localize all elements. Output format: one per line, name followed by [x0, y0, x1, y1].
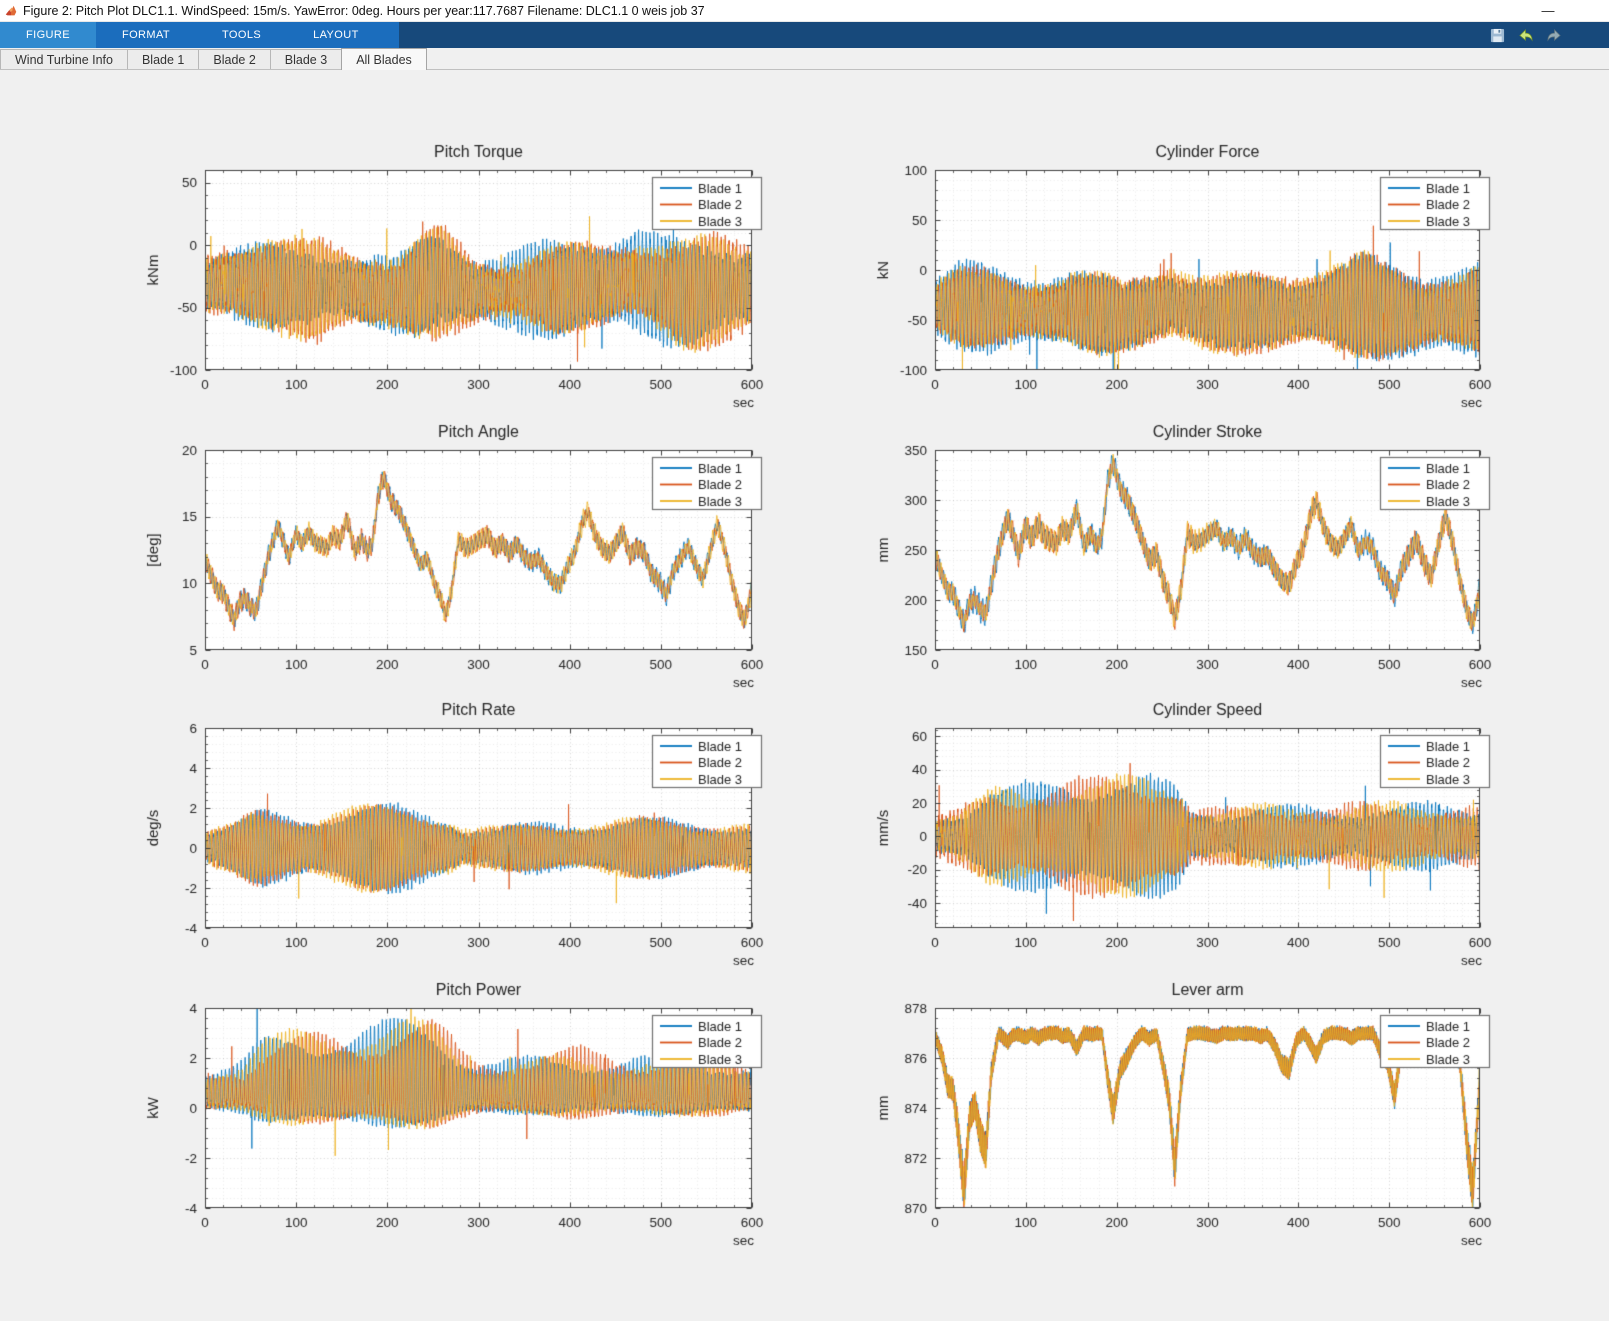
- ribbon-item-layout[interactable]: LAYOUT: [313, 29, 359, 41]
- figure-canvas-area: [0, 70, 1609, 1321]
- window-title: Figure 2: Pitch Plot DLC1.1. WindSpeed: …: [23, 3, 705, 18]
- tab-blade-2[interactable]: Blade 2: [198, 49, 271, 69]
- minimize-button[interactable]: —: [1541, 3, 1555, 18]
- ribbon-item-format[interactable]: FORMAT: [121, 29, 170, 41]
- chart-cylinder-stroke[interactable]: [794, 400, 1609, 692]
- tab-wind-turbine-info[interactable]: Wind Turbine Info: [0, 49, 128, 69]
- chart-pitch-rate[interactable]: [0, 678, 805, 970]
- chart-cylinder-force[interactable]: [794, 120, 1609, 412]
- window-titlebar: Figure 2: Pitch Plot DLC1.1. WindSpeed: …: [0, 0, 1609, 22]
- ribbon-item-tools[interactable]: TOOLS: [222, 29, 262, 41]
- sheet-tabbar: Wind Turbine Info Blade 1 Blade 2 Blade …: [0, 48, 1609, 70]
- chart-pitch-power[interactable]: [0, 958, 805, 1250]
- ribbon-item-figure[interactable]: FIGURE: [0, 22, 96, 48]
- tab-all-blades[interactable]: All Blades: [341, 48, 427, 70]
- undo-icon[interactable]: [1517, 28, 1534, 43]
- tab-blade-3[interactable]: Blade 3: [269, 49, 343, 69]
- chart-pitch-angle[interactable]: [0, 400, 805, 692]
- save-icon[interactable]: [1490, 28, 1505, 43]
- tab-blade-1[interactable]: Blade 1: [126, 49, 200, 69]
- matlab-flame-icon: [5, 5, 17, 15]
- chart-pitch-torque[interactable]: [0, 120, 805, 412]
- redo-icon[interactable]: [1546, 28, 1563, 43]
- ribbon-menubar: FIGURE FORMAT TOOLS LAYOUT: [0, 22, 1609, 48]
- chart-cylinder-speed[interactable]: [794, 678, 1609, 970]
- chart-lever-arm[interactable]: [794, 958, 1609, 1250]
